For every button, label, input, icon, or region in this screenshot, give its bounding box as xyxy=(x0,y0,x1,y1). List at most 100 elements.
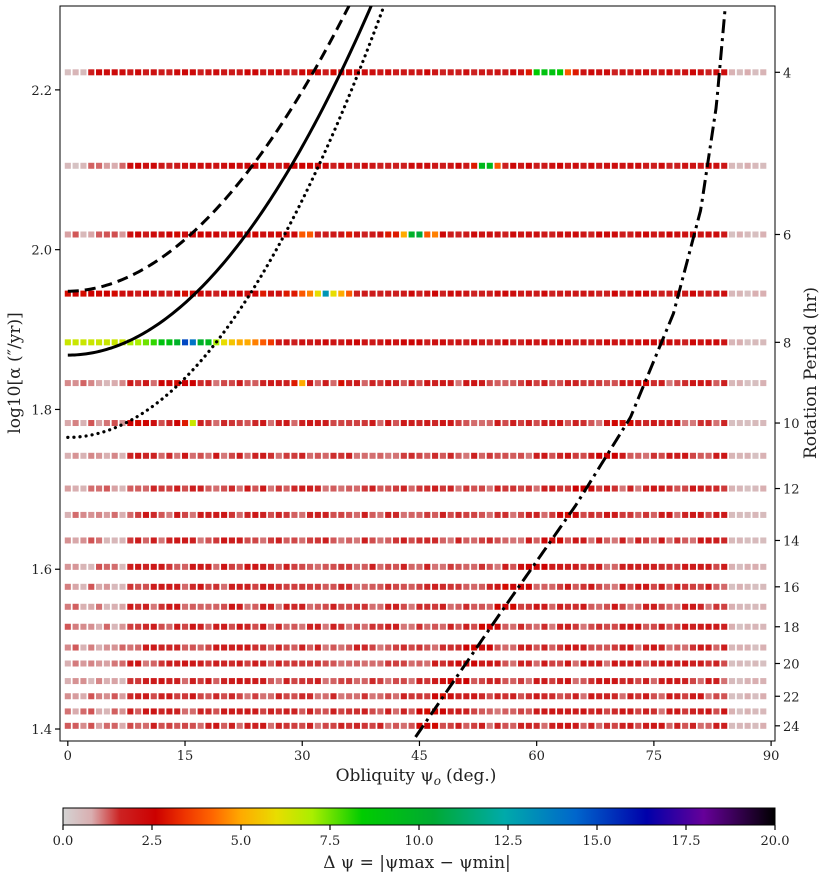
heatmap-cell xyxy=(533,693,540,700)
heatmap-cell xyxy=(658,420,665,427)
heatmap-cell xyxy=(517,231,525,238)
heatmap-cell xyxy=(361,644,368,651)
heatmap-cell xyxy=(103,485,110,492)
heatmap-cell xyxy=(541,231,548,238)
heatmap-cell xyxy=(736,660,743,667)
heatmap-cell xyxy=(275,678,282,685)
heatmap-cell xyxy=(760,485,767,492)
heatmap-cell xyxy=(439,380,446,387)
heatmap-cell xyxy=(135,69,142,76)
heatmap-cell xyxy=(760,660,767,667)
heatmap-cell xyxy=(408,722,415,729)
heatmap-cell xyxy=(705,563,712,570)
heatmap-cell xyxy=(353,339,360,346)
heatmap-cell xyxy=(244,380,251,387)
heatmap-cell xyxy=(392,603,400,610)
heatmap-cell xyxy=(353,537,360,544)
heatmap-cell xyxy=(611,290,618,297)
heatmap-cell xyxy=(369,537,376,544)
heatmap-cell xyxy=(299,563,306,570)
heatmap-cell xyxy=(181,290,189,297)
heatmap-cell xyxy=(541,722,548,729)
heatmap-cell xyxy=(197,563,204,570)
heatmap-cell xyxy=(103,231,110,238)
heatmap-cell xyxy=(439,708,446,715)
heatmap-cell xyxy=(517,485,525,492)
heatmap-cell xyxy=(322,708,329,715)
heatmap-cell xyxy=(408,511,415,518)
heatmap-cell xyxy=(674,485,681,492)
heatmap-cell xyxy=(650,162,657,169)
heatmap-cell xyxy=(752,603,759,610)
heatmap-cell xyxy=(549,69,556,76)
heatmap-cell xyxy=(439,69,446,76)
x-tick-label: 0 xyxy=(64,749,72,764)
heatmap-cell xyxy=(760,231,767,238)
heatmap-cell xyxy=(197,231,204,238)
heatmap-cell xyxy=(103,660,110,667)
heatmap-cell xyxy=(619,231,626,238)
heatmap-cell xyxy=(549,511,556,518)
heatmap-cell xyxy=(424,708,431,715)
heatmap-cell xyxy=(111,485,118,492)
heatmap-cell xyxy=(166,69,173,76)
heatmap-cell xyxy=(377,339,384,346)
heatmap-cell xyxy=(181,660,189,667)
heatmap-cell xyxy=(369,380,376,387)
heatmap-cell xyxy=(369,485,376,492)
heatmap-cell xyxy=(588,623,595,630)
heatmap-cell xyxy=(549,231,556,238)
heatmap-cell xyxy=(392,380,400,387)
heatmap-cell xyxy=(463,603,470,610)
heatmap-cell xyxy=(307,485,314,492)
heatmap-cell xyxy=(88,678,95,685)
heatmap-cell xyxy=(72,511,79,518)
heatmap-cell xyxy=(689,485,696,492)
heatmap-cell xyxy=(392,420,400,427)
heatmap-cell xyxy=(682,644,689,651)
heatmap-cell xyxy=(377,380,384,387)
heatmap-cell xyxy=(463,380,470,387)
heatmap-cell xyxy=(205,708,212,715)
heatmap-cell xyxy=(619,693,626,700)
heatmap-cell xyxy=(119,511,126,518)
heatmap-cell xyxy=(80,623,87,630)
heatmap-cell xyxy=(283,708,290,715)
heatmap-cell xyxy=(166,644,173,651)
heatmap-cell xyxy=(588,722,595,729)
heatmap-cell xyxy=(424,678,431,685)
heatmap-cell xyxy=(267,678,275,685)
heatmap-cell xyxy=(721,660,728,667)
heatmap-cell xyxy=(189,452,196,459)
heatmap-cell xyxy=(603,452,611,459)
heatmap-cell xyxy=(666,583,673,590)
heatmap-cell xyxy=(752,231,759,238)
heatmap-cell xyxy=(611,162,618,169)
heatmap-cell xyxy=(111,452,118,459)
right-tick-label: 4 xyxy=(783,66,791,81)
heatmap-cell xyxy=(447,511,454,518)
heatmap-cell xyxy=(283,623,290,630)
heatmap-cell xyxy=(705,660,712,667)
heatmap-cell xyxy=(502,380,509,387)
heatmap-cell xyxy=(299,511,306,518)
heatmap-cell xyxy=(689,644,696,651)
heatmap-cell xyxy=(392,623,400,630)
heatmap-cell xyxy=(525,563,532,570)
heatmap-cell xyxy=(72,420,79,427)
x-tick-label: 45 xyxy=(411,749,428,764)
heatmap-cell xyxy=(275,452,282,459)
heatmap-cell xyxy=(439,563,446,570)
heatmap-cell xyxy=(666,693,673,700)
heatmap-cell xyxy=(416,231,423,238)
heatmap-cell xyxy=(635,583,642,590)
heatmap-cell xyxy=(627,511,634,518)
heatmap-cell xyxy=(361,511,368,518)
heatmap-cell xyxy=(705,380,712,387)
heatmap-cell xyxy=(361,162,368,169)
right-axis-title: Rotation Period (hr) xyxy=(801,287,821,459)
heatmap-cell xyxy=(643,511,650,518)
heatmap-cell xyxy=(150,660,157,667)
heatmap-cell xyxy=(541,69,548,76)
heatmap-cell xyxy=(611,644,618,651)
